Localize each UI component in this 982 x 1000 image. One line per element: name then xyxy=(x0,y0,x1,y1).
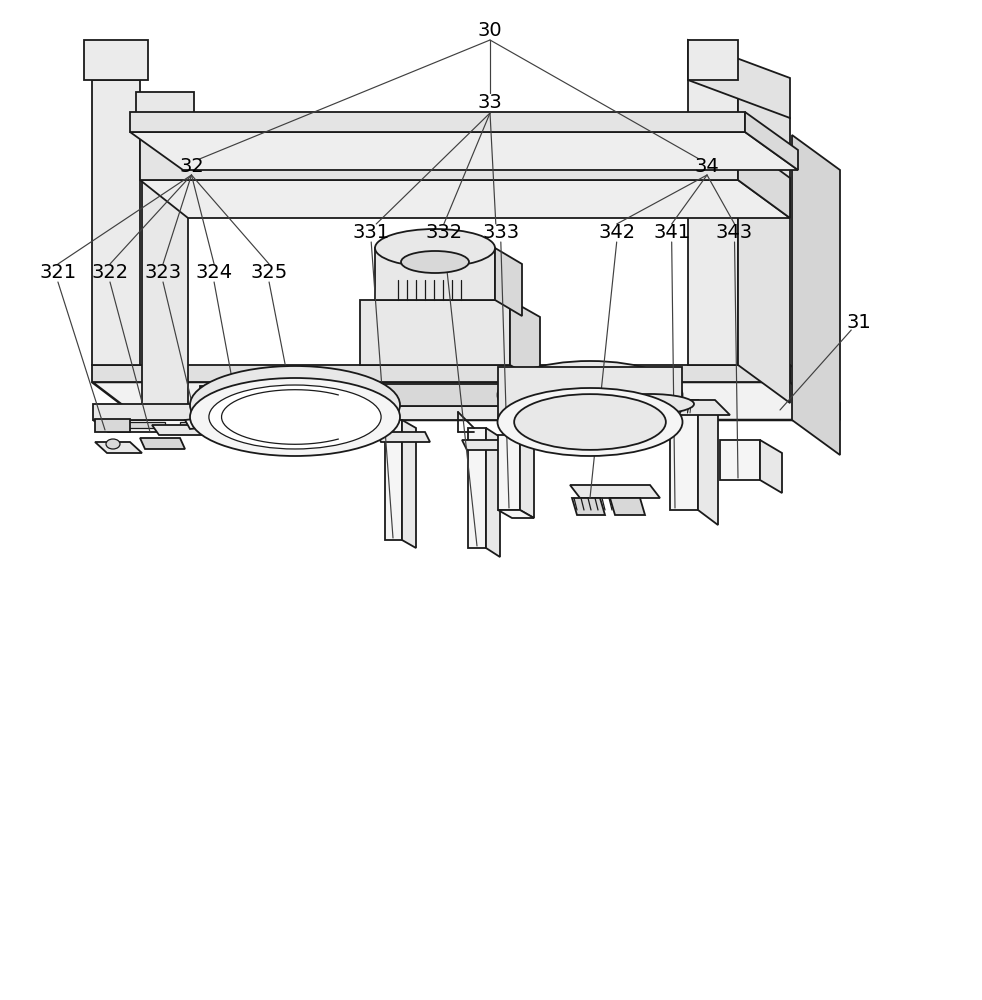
Polygon shape xyxy=(130,112,745,132)
Polygon shape xyxy=(402,420,416,548)
Text: 33: 33 xyxy=(477,94,503,112)
Ellipse shape xyxy=(515,394,666,450)
Polygon shape xyxy=(468,428,486,548)
Polygon shape xyxy=(375,248,495,300)
Ellipse shape xyxy=(606,394,694,414)
Polygon shape xyxy=(360,300,510,365)
Polygon shape xyxy=(350,384,510,406)
Text: 321: 321 xyxy=(39,262,77,282)
Polygon shape xyxy=(655,400,730,415)
Polygon shape xyxy=(376,432,430,442)
Polygon shape xyxy=(140,140,738,180)
Text: 323: 323 xyxy=(144,262,182,282)
Polygon shape xyxy=(84,40,148,80)
Polygon shape xyxy=(738,140,790,218)
Text: 342: 342 xyxy=(598,223,635,241)
Polygon shape xyxy=(462,440,513,450)
Ellipse shape xyxy=(498,361,682,429)
Polygon shape xyxy=(520,435,534,518)
Text: 34: 34 xyxy=(694,157,720,176)
Polygon shape xyxy=(350,406,525,420)
Polygon shape xyxy=(498,435,520,510)
Ellipse shape xyxy=(190,378,400,456)
Ellipse shape xyxy=(498,388,682,456)
Polygon shape xyxy=(125,422,165,428)
Ellipse shape xyxy=(190,366,400,444)
Polygon shape xyxy=(760,440,782,493)
Polygon shape xyxy=(498,367,682,422)
Polygon shape xyxy=(572,498,605,515)
Text: 30: 30 xyxy=(477,20,503,39)
Polygon shape xyxy=(790,365,840,420)
Polygon shape xyxy=(95,419,130,432)
Text: 343: 343 xyxy=(716,223,753,241)
Polygon shape xyxy=(720,440,760,480)
Polygon shape xyxy=(385,420,402,540)
Polygon shape xyxy=(200,403,580,417)
Polygon shape xyxy=(570,485,660,498)
Polygon shape xyxy=(93,420,270,432)
Ellipse shape xyxy=(401,251,469,273)
Polygon shape xyxy=(200,386,560,403)
Ellipse shape xyxy=(375,229,495,267)
Text: 331: 331 xyxy=(353,223,390,241)
Text: 322: 322 xyxy=(91,262,129,282)
Polygon shape xyxy=(92,382,840,420)
Polygon shape xyxy=(486,428,500,557)
Polygon shape xyxy=(140,180,790,218)
Polygon shape xyxy=(142,132,188,420)
Text: 325: 325 xyxy=(250,262,288,282)
Polygon shape xyxy=(698,400,718,525)
Ellipse shape xyxy=(209,385,381,449)
Polygon shape xyxy=(92,365,790,382)
Text: 32: 32 xyxy=(179,157,204,176)
Polygon shape xyxy=(688,40,790,118)
Polygon shape xyxy=(185,405,325,429)
Polygon shape xyxy=(688,40,738,80)
Polygon shape xyxy=(688,80,738,365)
Ellipse shape xyxy=(106,439,120,449)
Polygon shape xyxy=(510,300,540,382)
Text: 31: 31 xyxy=(846,313,872,332)
Polygon shape xyxy=(200,411,302,429)
Text: 324: 324 xyxy=(195,262,233,282)
Polygon shape xyxy=(610,498,645,515)
Polygon shape xyxy=(738,80,790,403)
Polygon shape xyxy=(495,248,522,316)
Text: 333: 333 xyxy=(482,223,519,241)
Polygon shape xyxy=(93,404,255,420)
Text: 341: 341 xyxy=(653,223,690,241)
Polygon shape xyxy=(92,80,140,365)
Polygon shape xyxy=(510,384,525,420)
Polygon shape xyxy=(130,132,798,170)
Text: 332: 332 xyxy=(425,223,463,241)
Polygon shape xyxy=(152,425,252,435)
Polygon shape xyxy=(792,135,840,455)
Polygon shape xyxy=(95,442,142,453)
Polygon shape xyxy=(745,112,798,170)
Polygon shape xyxy=(140,438,185,449)
Polygon shape xyxy=(310,402,330,412)
Polygon shape xyxy=(670,400,698,510)
Polygon shape xyxy=(136,92,194,132)
Polygon shape xyxy=(498,510,534,518)
Polygon shape xyxy=(180,422,220,428)
